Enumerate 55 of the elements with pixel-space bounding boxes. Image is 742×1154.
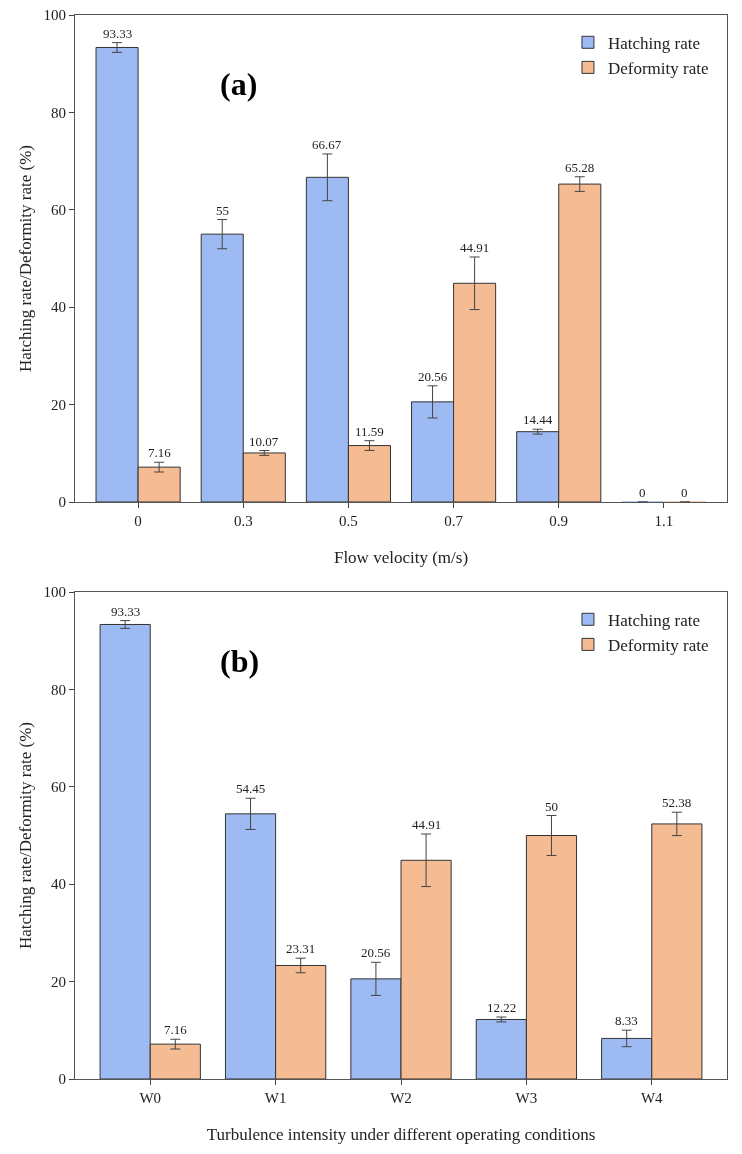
data-label: 23.31: [286, 941, 316, 956]
data-label: 0: [639, 485, 646, 500]
x-tick-label: 1.1: [654, 513, 674, 529]
y-tick-label: 0: [58, 494, 66, 511]
data-label: 7.16: [164, 1022, 188, 1037]
legend-label: Hatching rate: [607, 33, 701, 53]
data-label: 14.44: [523, 412, 553, 427]
y-axis-title: Hatching rate/Deformity rate (%): [16, 144, 35, 373]
x-tick-label: W4: [640, 1090, 664, 1106]
x-tick-label: 0: [134, 513, 142, 529]
y-tick-label: 60: [51, 779, 66, 796]
x-tick-label: W0: [139, 1090, 162, 1106]
legend-label: Deformity rate: [607, 636, 709, 656]
y-tick-label: 40: [51, 299, 66, 316]
legend-label: Deformity rate: [607, 59, 709, 79]
x-tick-label: W1: [264, 1090, 287, 1106]
data-label: 12.22: [487, 1000, 517, 1015]
y-tick-label: 40: [51, 876, 66, 893]
data-label: 7.16: [148, 445, 172, 460]
data-label: 55: [216, 203, 229, 218]
data-label: 11.59: [355, 424, 384, 439]
data-label: 52.38: [662, 795, 692, 810]
data-label: 65.28: [565, 160, 595, 175]
data-label: 8.33: [615, 1013, 638, 1028]
y-tick-label: 100: [43, 584, 66, 601]
data-label: 20.56: [418, 369, 448, 384]
y-tick-label: 20: [51, 973, 66, 990]
y-axis-title: Hatching rate/Deformity rate (%): [16, 721, 35, 950]
data-label: 66.67: [312, 137, 342, 152]
data-label: 0: [681, 485, 688, 500]
x-tick-label: 0.5: [339, 513, 358, 529]
data-label: 54.45: [236, 781, 266, 796]
y-tick-label: 80: [51, 104, 66, 121]
x-tick-label: 0.3: [233, 513, 253, 529]
y-tick-label: 100: [43, 7, 66, 24]
y-tick-label: 20: [51, 396, 66, 413]
data-label: 44.91: [460, 240, 490, 255]
data-label: 93.33: [111, 604, 141, 619]
data-label: 10.07: [249, 434, 279, 449]
x-axis-title: Flow velocity (m/s): [333, 548, 469, 567]
y-tick-label: 0: [58, 1071, 66, 1088]
y-tick-label: 60: [51, 202, 66, 219]
data-label: 50: [545, 799, 558, 814]
x-tick-label: W2: [390, 1090, 412, 1106]
data-label: 20.56: [361, 945, 391, 960]
x-tick-label: 0.7: [444, 513, 464, 529]
annotation: (a): [220, 66, 258, 102]
data-label: 93.33: [103, 26, 133, 41]
legend-label: Hatching rate: [607, 610, 701, 630]
x-tick-label: W3: [515, 1090, 538, 1106]
annotation: (b): [220, 643, 260, 679]
y-tick-label: 80: [51, 681, 66, 698]
x-tick-label: 0.9: [549, 513, 569, 529]
x-axis-title: Turbulence intensity under different operating conditions: [206, 1125, 596, 1144]
data-label: 44.91: [412, 817, 442, 832]
